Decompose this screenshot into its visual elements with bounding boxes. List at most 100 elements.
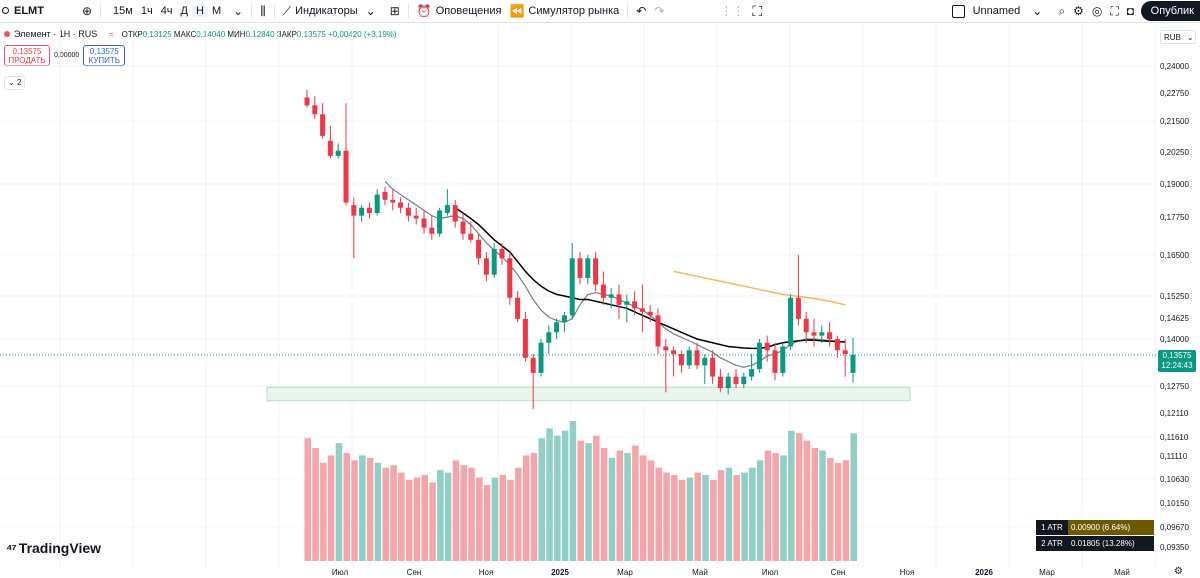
candle-body [616,294,622,305]
fullscreen-icon[interactable]: ⛶ [1110,3,1119,18]
candle-body [320,114,326,136]
time-tick: Сен [406,568,422,577]
chevron-down-icon: ⌄ [1186,33,1194,42]
volume-bar [538,438,545,561]
candle-body [515,297,521,319]
timeframe-3[interactable]: Д [180,5,188,17]
hide-eye-icon[interactable]: ≈ [109,29,114,39]
alerts-button[interactable]: ⏰ Оповещения [413,0,506,22]
candles-icon[interactable]: ⫼ [260,3,266,18]
time-tick: Ноя [899,568,915,577]
volume-bar [476,477,483,561]
volume-bar [632,445,639,561]
chevron-down-icon[interactable]: ⌄ [365,4,376,18]
camera-icon[interactable]: ◘ [1126,4,1134,18]
indicators-collapse-button[interactable]: ⌄ 2 [4,76,26,90]
volume-bar [741,472,748,561]
market-status-dot [4,31,10,37]
candle-body [483,258,489,275]
tradingview-logo[interactable]: ⁴⁷ TradingView [6,540,101,556]
legend-title[interactable]: Элемент · 1Н · RUS [14,29,98,39]
settings-gear-icon[interactable]: ⚙ [1073,4,1084,18]
candle-body [530,357,536,373]
candle-body [850,354,856,373]
layout-menu[interactable]: Unnamed ⌄ [948,0,1047,22]
volume-bar [522,455,530,561]
ma-long-line [673,270,846,306]
time-tick: Мар [1039,568,1055,577]
volume-bar [359,455,366,561]
top-toolbar: ELMT ⊕ 15м 1ч 4ч Д Н М ⌄ ⫼ ⟋ Индикаторы ⌄ ⊞ ⏰ О… [0,0,1200,23]
price-tick: 0,20250 [1160,148,1189,157]
volume-bar [569,421,577,561]
high-value: 0,14040 [196,29,226,39]
redo-icon[interactable]: ↷ [654,4,665,18]
drag-handle-icon[interactable]: ⋮⋮ [720,4,745,18]
price-chart[interactable] [0,23,1156,568]
toolbar-divider [100,4,102,18]
volume-bar [429,482,436,561]
time-tick: Мар [617,568,633,577]
volume-bar [327,455,335,561]
volume-bar [795,433,803,561]
layouts-grid-icon[interactable]: ⊞ [389,4,400,18]
time-tick: Июл [331,568,349,577]
chevron-down-icon[interactable]: ⌄ [233,4,244,18]
timeframe-group: 15м 1ч 4ч Д Н М [105,0,229,22]
symbol-search[interactable]: ELMT [0,0,48,22]
price-tick: 0,14625 [1160,314,1189,323]
volume-bar [624,452,631,561]
settings-gear-icon[interactable]: ⚙ [1174,566,1183,577]
volume-bar [585,443,592,561]
timeframe-4[interactable]: Н [192,5,208,17]
price-tick: 0,10150 [1160,499,1189,508]
indicators-button[interactable]: ⟋ Индикаторы [279,0,362,22]
chevron-down-icon: ⌄ [1032,4,1043,18]
compare-add-icon[interactable]: ⊕ [81,4,93,18]
candle-body [686,350,692,366]
candle-body [507,258,513,298]
volume-bar [483,484,491,561]
volume-bar [655,467,662,561]
volume-bar [803,440,811,561]
atr-1-label: 1 ATR [1041,523,1063,532]
timeframe-1[interactable]: 1ч [140,5,153,17]
fullscreen-selection-icon[interactable]: ⛶ [752,2,763,19]
indicators-icon: ⟋ [282,3,292,18]
candle-body [694,350,700,366]
indicators-label: Индикаторы [295,5,358,17]
volume-bar [827,457,834,561]
undo-icon[interactable]: ↶ [636,4,647,18]
timeframe-2[interactable]: 4ч [160,5,173,17]
timeframe-0[interactable]: 15м [113,5,133,17]
volume-bar [343,452,350,561]
publish-button[interactable]: Опублик [1140,1,1200,21]
spread-value: 0,00000 [54,52,80,59]
alarm-clock-icon: ⏰ [416,4,432,18]
candle-body [577,258,583,278]
target-icon[interactable]: ◎ [1091,4,1103,18]
volume-bar [733,475,740,561]
high-label: МАКС [173,29,197,39]
layout-checkbox[interactable] [951,4,965,18]
candle-body [569,258,575,316]
atr-2-label: 2 ATR [1041,539,1063,548]
candle-body [460,221,466,234]
replay-button[interactable]: ⏪ Симулятор рынка [505,0,623,22]
price-tick: 0,15250 [1160,292,1189,301]
atr-2-box: 2 ATR 0.01805 (13.28%) [1036,536,1154,551]
volume-bar [788,430,795,561]
tradingview-mark-icon: ⁴⁷ [6,540,17,556]
currency-selector[interactable]: RUB ⌄ [1160,30,1196,44]
price-tick: 0,16500 [1160,251,1189,260]
rewind-icon: ⏪ [509,4,525,18]
volume-bar [530,452,538,561]
low-label: МИН [227,29,246,39]
timeframe-5[interactable]: М [211,5,222,17]
volume-bar [850,433,857,561]
quick-search-icon[interactable]: ⌕ [1058,3,1066,18]
volume-bar [764,450,772,561]
toolbar-divider [407,4,409,18]
volume-bar [749,467,756,561]
volume-bar [437,470,444,561]
